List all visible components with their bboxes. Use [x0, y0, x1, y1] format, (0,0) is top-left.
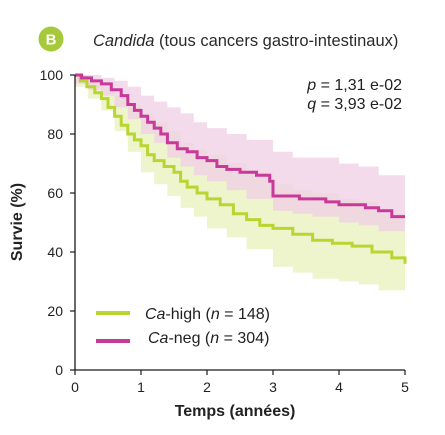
x-axis-label: Temps (années)	[175, 403, 296, 420]
y-axis-label: Survie (%)	[9, 183, 26, 261]
x-tick-label-0: 0	[71, 379, 79, 395]
stats-annotation: p = 1,31 e-02 q = 3,93 e-02	[306, 77, 402, 113]
confidence-band-1	[75, 75, 405, 244]
legend-label-ca-neg: Ca-neg (n = 304)	[148, 330, 269, 347]
legend-label-ca-high: Ca-high (n = 148)	[145, 306, 270, 323]
x-tick-label-2: 2	[203, 379, 211, 395]
chart-title: Candida (tous cancers gastro-intestinaux…	[93, 32, 398, 50]
y-tick-label-80: 80	[47, 126, 63, 142]
y-tick-label-20: 20	[47, 303, 63, 319]
survival-curves	[75, 73, 407, 264]
panel-letter: B	[46, 32, 57, 49]
axes: 0 20 40 60 80 100 0 1 2 3 4 5	[40, 67, 409, 395]
title-rest: (tous cancers gastro-intestinaux)	[154, 32, 398, 50]
y-tick-label-100: 100	[40, 67, 64, 83]
survival-curve-0	[75, 73, 407, 264]
y-tick-label-60: 60	[47, 185, 63, 201]
panel-badge: B	[38, 26, 64, 52]
x-tick-label-5: 5	[401, 379, 409, 395]
survival-curve-1	[75, 73, 405, 219]
q-value: q = 3,93 e-02	[307, 96, 402, 113]
x-tick-label-1: 1	[137, 379, 145, 395]
y-tick-label-40: 40	[47, 244, 63, 260]
x-tick-label-4: 4	[335, 379, 343, 395]
x-tick-label-3: 3	[269, 379, 277, 395]
x-ticks: 0 1 2 3 4 5	[71, 370, 409, 395]
y-ticks: 0 20 40 60 80 100	[40, 67, 75, 378]
title-italic: Candida	[93, 32, 154, 50]
confidence-bands	[75, 75, 405, 300]
legend: Ca-high (n = 148) Ca-neg (n = 304)	[96, 306, 270, 347]
p-value: p = 1,31 e-02	[306, 77, 402, 94]
y-tick-label-0: 0	[55, 362, 63, 378]
